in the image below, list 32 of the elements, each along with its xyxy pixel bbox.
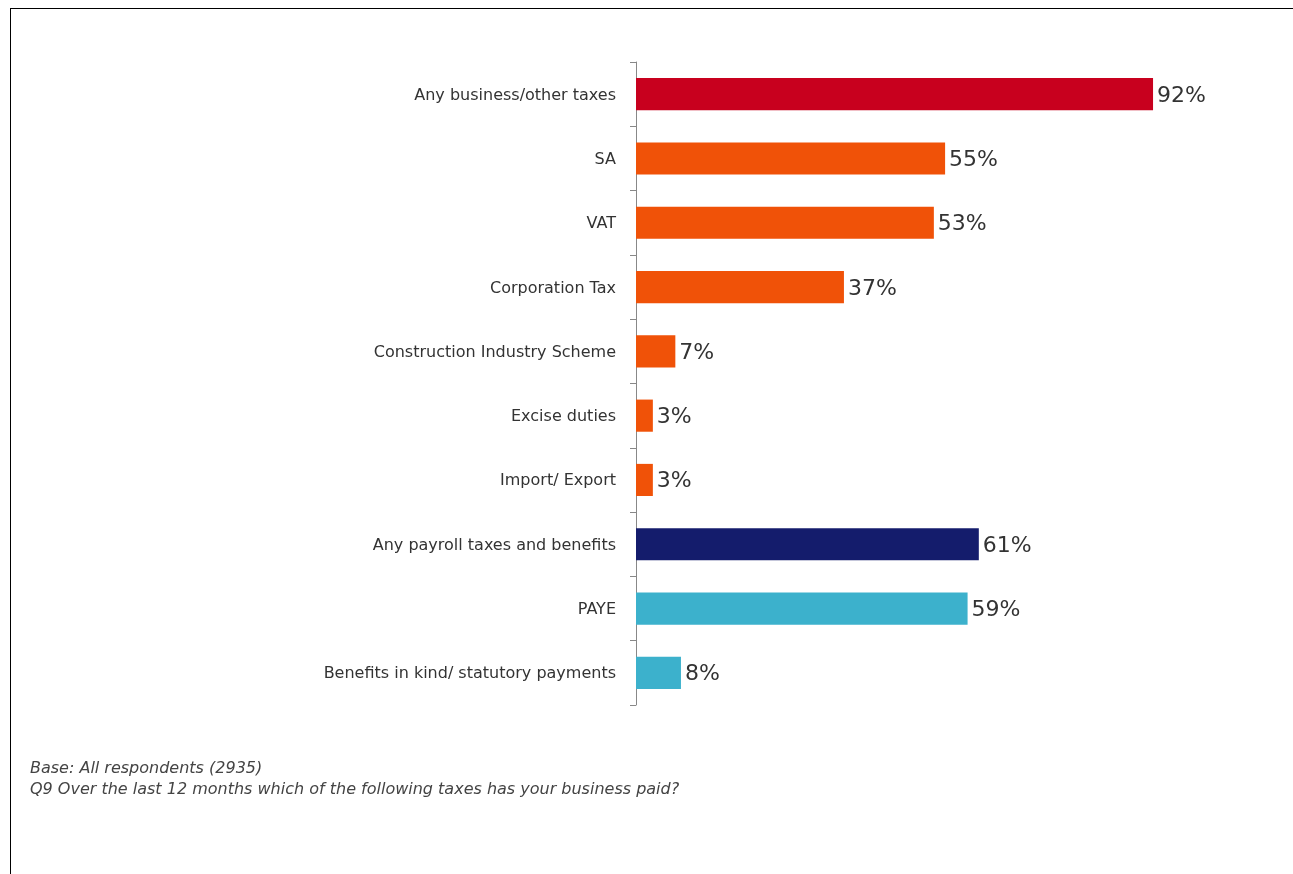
bar	[636, 656, 681, 689]
y-tick-label: Corporation Tax	[490, 277, 616, 297]
text: Base: All respondents (2935)	[30, 757, 264, 778]
y-tick-label: VAT	[586, 213, 617, 233]
bar	[636, 528, 979, 561]
y-tick-label: Benefits in kind/ statutory payments	[323, 663, 616, 683]
bar	[636, 335, 676, 368]
bar	[636, 463, 653, 497]
bar	[636, 399, 653, 432]
bar	[636, 142, 946, 175]
data-label: 3%	[656, 403, 692, 429]
data-label: 37%	[847, 274, 897, 300]
bar	[636, 592, 968, 625]
text: Q9 Over the last 12 months which of the following taxes has your business paid?	[30, 778, 680, 799]
y-tick-label: Construction Industry Scheme	[373, 341, 616, 361]
data-label: 59%	[971, 596, 1021, 622]
data-label: 55%	[949, 145, 999, 171]
y-tick-label: SA	[594, 148, 617, 168]
bar	[636, 78, 1154, 111]
data-label: 61%	[982, 531, 1032, 557]
y-tick-label: Import/ Export	[500, 470, 616, 490]
y-tick-label: Any payroll taxes and benefits	[372, 534, 616, 554]
data-label: 53%	[937, 210, 987, 236]
y-tick-label: Excise duties	[511, 406, 616, 426]
data-label: 92%	[1157, 81, 1206, 107]
bar	[636, 206, 934, 239]
data-label: 8%	[684, 660, 720, 686]
y-tick-label: Any business/other taxes	[414, 84, 616, 104]
y-tick-label: PAYE	[577, 599, 616, 619]
data-label: 7%	[679, 338, 715, 364]
data-label: 3%	[656, 467, 692, 493]
bar	[636, 270, 844, 304]
